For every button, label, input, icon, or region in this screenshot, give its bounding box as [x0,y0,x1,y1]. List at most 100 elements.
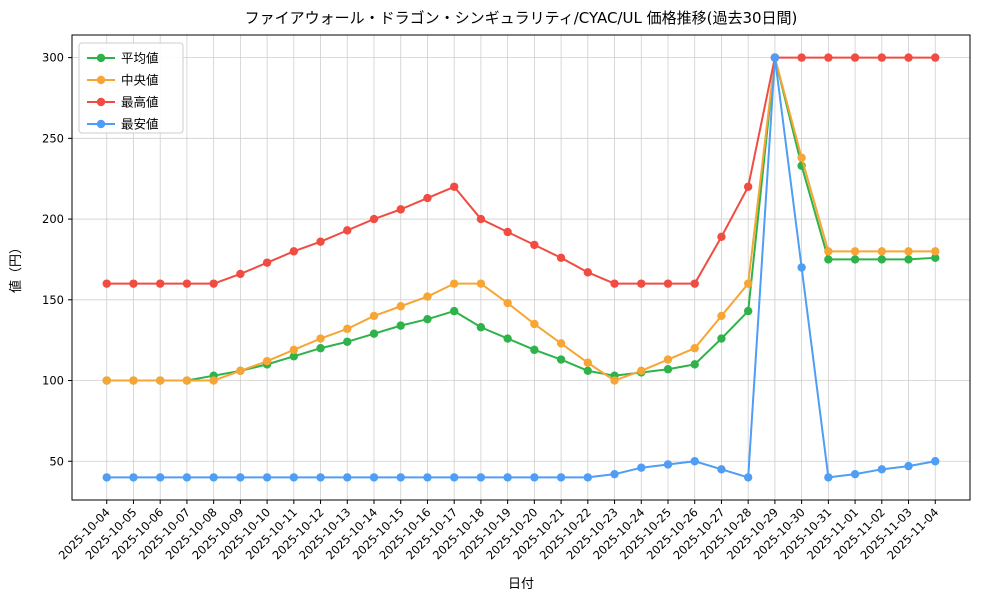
y-tick-label: 300 [42,51,64,65]
data-point-average [583,366,593,376]
data-point-min [476,473,486,482]
data-point-max [583,268,593,277]
data-point-max [824,53,833,62]
data-point-min [396,473,405,482]
data-point-min [316,473,325,482]
data-point-median [530,319,539,329]
y-tick-label: 50 [49,454,64,468]
y-axis-label: 値（円） [8,241,24,293]
legend-label-min: 最安値 [121,117,159,132]
data-point-min [717,465,726,474]
data-point-min [690,457,699,466]
data-point-average [343,337,352,346]
data-point-median [931,247,940,256]
data-point-min [877,465,887,474]
data-point-min [289,473,299,482]
data-point-max [236,269,245,279]
data-point-min [824,473,833,482]
data-point-median [824,247,833,256]
y-tick-label: 200 [42,212,64,226]
data-point-median [556,339,566,348]
data-point-median [583,358,593,367]
series-min [102,53,940,482]
data-point-min [850,469,860,479]
data-point-max [369,214,379,224]
data-point-average [449,306,459,316]
data-point-min [610,469,619,479]
data-point-min [556,473,566,482]
data-point-median [637,366,646,376]
series-max [102,53,940,288]
data-point-min [449,473,459,482]
data-point-median [369,311,379,321]
data-point-min [155,473,165,482]
data-point-min [129,473,138,482]
data-point-median [503,298,512,308]
data-point-average [717,334,726,343]
data-point-average [556,355,566,364]
data-point-average [850,255,860,264]
data-point-min [102,473,111,482]
data-point-average [743,306,753,316]
data-point-min [236,473,245,482]
data-point-median [262,356,272,366]
data-point-median [449,279,459,288]
data-point-max [610,279,619,288]
data-point-min [770,53,780,62]
data-point-max [690,279,699,288]
data-point-median [343,324,352,334]
data-point-max [316,237,325,246]
data-point-median [904,247,913,256]
data-point-max [155,279,165,288]
data-point-average [369,329,379,338]
data-point-min [797,263,806,272]
data-point-median [690,344,699,353]
data-point-average [877,255,887,264]
data-point-max [102,279,111,288]
data-point-max [262,258,272,267]
legend-label-max: 最高値 [121,95,159,110]
data-point-median [717,311,726,321]
data-point-max [530,240,539,250]
data-point-average [476,323,486,332]
data-point-min [637,463,646,472]
data-point-min [904,461,913,471]
data-point-min [931,457,940,466]
data-point-max [289,247,299,256]
data-point-median [289,345,299,355]
data-point-average [503,334,512,343]
y-tick-label: 100 [42,374,64,388]
data-point-max [209,279,218,288]
data-point-median [476,279,486,288]
x-axis-label: 日付 [508,577,534,592]
data-point-max [931,53,940,62]
legend-marker-min [96,119,106,129]
data-point-max [343,226,352,235]
data-point-median [155,376,165,385]
data-point-median [316,334,325,343]
data-point-min [423,473,432,482]
data-point-average [690,360,699,369]
data-point-max [476,214,486,224]
data-point-max [663,279,673,288]
chart-title: ファイアウォール・ドラゴン・シンギュラリティ/CYAC/UL 価格推移(過去30… [245,9,798,27]
data-point-median [209,376,218,385]
legend-marker-average [96,53,106,63]
y-tick-label: 250 [42,131,64,145]
data-point-max [743,182,753,191]
data-point-median [877,247,887,256]
data-point-average [289,352,299,361]
data-point-median [850,247,860,256]
data-point-min [743,473,753,482]
data-point-max [396,205,405,214]
data-point-max [503,227,512,237]
data-point-median [396,302,405,311]
data-point-median [236,366,245,376]
data-point-min [343,473,352,482]
data-point-min [530,473,539,482]
data-point-median [182,376,192,385]
data-point-min [209,473,218,482]
